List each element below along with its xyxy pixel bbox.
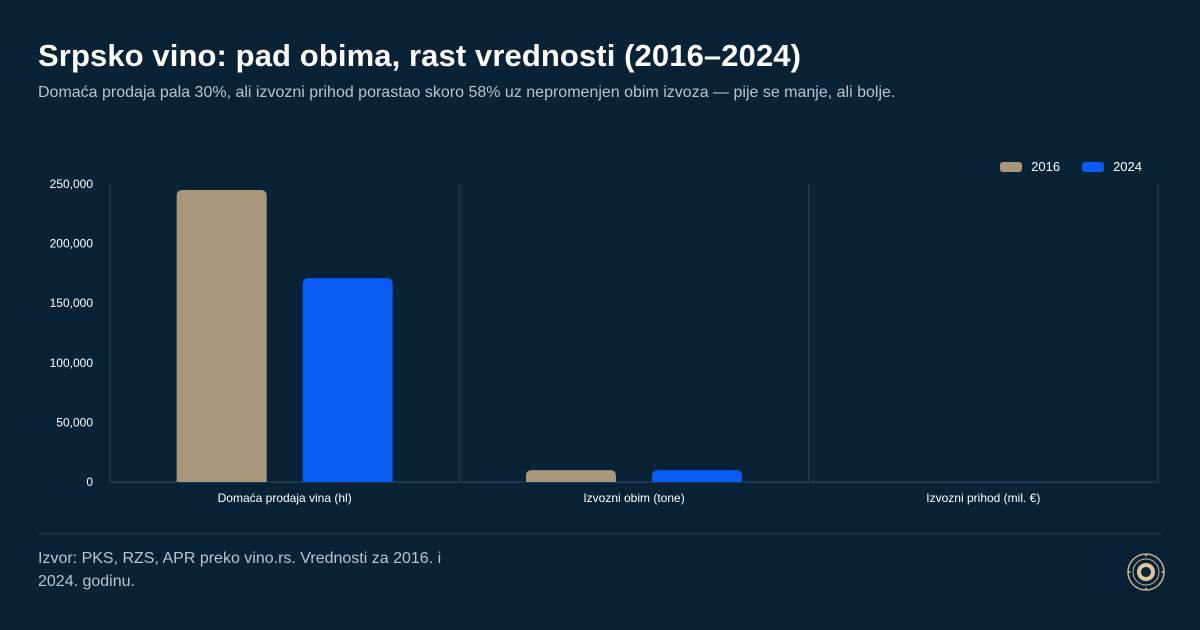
chart-title: Srpsko vino: pad obima, rast vrednosti (…: [38, 38, 802, 73]
x-category-label: Domaća prodaja vina (hl): [218, 491, 352, 505]
x-category-label: Izvozni prihod (mil. €): [926, 491, 1040, 505]
y-tick-label: 250,000: [50, 177, 94, 191]
x-category-label: Izvozni obim (tone): [583, 491, 684, 505]
bar-chart: 0 50,000 100,000 150,000 200,000 250,000 Domać…: [50, 177, 1159, 505]
bar-2024: [302, 278, 393, 482]
bar-2024: [652, 470, 742, 482]
y-tick-label: 100,000: [50, 356, 94, 370]
legend-item-2024[interactable]: 2024: [1082, 159, 1142, 174]
footer-divider: [38, 533, 1162, 534]
legend-swatch-2024: [1082, 161, 1105, 172]
y-tick-label: 200,000: [50, 237, 94, 251]
legend-swatch-2016: [1000, 161, 1023, 172]
legend-label-2016: 2016: [1031, 159, 1061, 174]
y-tick-label: 50,000: [56, 415, 93, 429]
y-tick-label: 150,000: [50, 296, 94, 310]
bar-2016: [526, 470, 616, 482]
round-stamp-logo-icon: [1127, 553, 1165, 591]
y-tick-label: 0: [86, 475, 93, 489]
legend-label-2024: 2024: [1113, 159, 1142, 174]
source-note: Izvor: PKS, RZS, APR preko vino.rs. Vred…: [38, 550, 442, 590]
chart-subtitle: Domaća prodaja pala 30%, ali izvozni pri…: [38, 84, 896, 101]
legend-item-2016[interactable]: 2016: [1000, 159, 1060, 174]
chart-legend: 2016 2024: [1000, 159, 1142, 174]
bar-2016: [176, 189, 267, 482]
